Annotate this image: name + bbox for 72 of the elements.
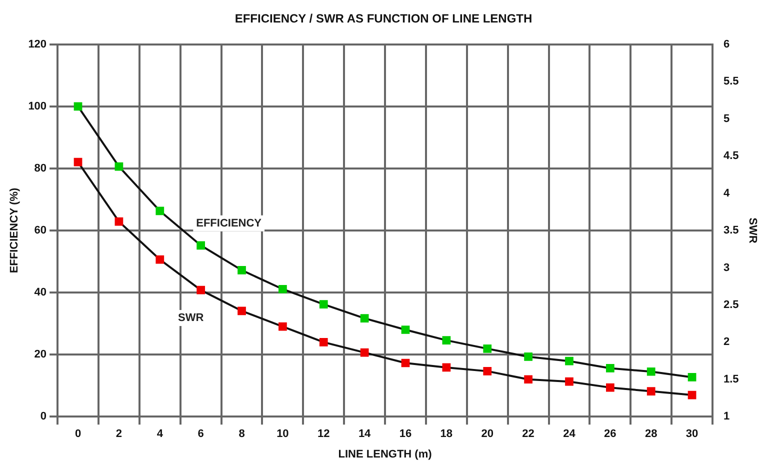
y2-tick-label: 2 — [724, 336, 730, 348]
point — [524, 352, 532, 361]
y2-tick-label: 6 — [724, 38, 730, 50]
x-tick-label: 6 — [198, 428, 204, 440]
point — [74, 158, 82, 166]
point — [606, 383, 614, 392]
x-tick-label: 0 — [74, 428, 82, 440]
point — [483, 344, 492, 353]
x-axis-title: LINE LENGTH (m) — [338, 448, 432, 460]
x-tick-label: 12 — [318, 428, 330, 440]
x-tick-label: 16 — [399, 428, 412, 440]
y2-tick-label: 3.5 — [724, 224, 739, 237]
x-tick-label: 8 — [238, 428, 245, 440]
point — [606, 364, 614, 372]
y2-tick-label: 1 — [724, 410, 730, 423]
point — [238, 266, 246, 274]
y2-tick-label: 4 — [724, 187, 731, 200]
chart-title: EFFICIENCY / SWR AS FUNCTION OF LINE LENGTH — [234, 12, 532, 26]
point — [646, 367, 656, 376]
y2-tick-label: 3 — [724, 262, 730, 274]
point — [196, 241, 206, 250]
y2-tick-label: 1.5 — [724, 373, 739, 386]
point — [114, 217, 124, 226]
y2-axis-title: SWR — [746, 218, 758, 244]
point — [278, 322, 287, 331]
point — [442, 363, 451, 372]
point — [401, 326, 410, 334]
point — [646, 387, 656, 396]
y-tick-label: 60 — [34, 224, 47, 237]
point — [319, 300, 328, 308]
point — [196, 286, 206, 294]
y-tick-label: 100 — [28, 100, 47, 112]
point — [565, 377, 574, 386]
y-tick-label: 80 — [34, 162, 47, 174]
y2-tick-label: 5 — [724, 112, 730, 125]
point — [483, 367, 492, 376]
x-tick-label: 2 — [116, 428, 122, 440]
series-label: SWR — [178, 312, 204, 324]
y-axis-title: EFFICIENCY (%) — [8, 187, 21, 274]
point — [360, 314, 369, 322]
x-tick-label: 24 — [563, 428, 576, 440]
x-tick-label: 10 — [276, 428, 289, 440]
point — [565, 356, 574, 366]
point — [278, 284, 287, 294]
x-tick-label: 4 — [156, 428, 164, 440]
point — [688, 390, 696, 400]
x-tick-label: 20 — [481, 428, 494, 440]
x-tick-label: 18 — [440, 428, 453, 440]
y2-tick-label: 4.5 — [724, 150, 739, 162]
x-tick-label: 22 — [522, 428, 534, 440]
y-tick-label: 120 — [28, 38, 47, 50]
point — [114, 162, 124, 171]
x-tick-label: 28 — [644, 428, 658, 440]
point — [360, 348, 369, 357]
x-tick-label: 14 — [358, 428, 372, 440]
point — [74, 102, 82, 111]
point — [524, 375, 532, 384]
x-tick-label: 30 — [686, 428, 698, 440]
y-tick-label: 40 — [34, 286, 47, 299]
point — [688, 373, 696, 382]
series-label: EFFICIENCY — [196, 217, 262, 230]
point — [156, 206, 164, 216]
y2-tick-label: 5.5 — [724, 76, 739, 88]
x-tick-label: 26 — [604, 428, 616, 440]
y-tick-label: 0 — [40, 410, 47, 423]
y2-tick-label: 2.5 — [724, 298, 739, 311]
point — [319, 338, 328, 346]
point — [401, 358, 410, 368]
point — [238, 306, 246, 316]
point — [156, 255, 164, 264]
point — [442, 336, 451, 344]
y-tick-label: 20 — [34, 348, 47, 361]
